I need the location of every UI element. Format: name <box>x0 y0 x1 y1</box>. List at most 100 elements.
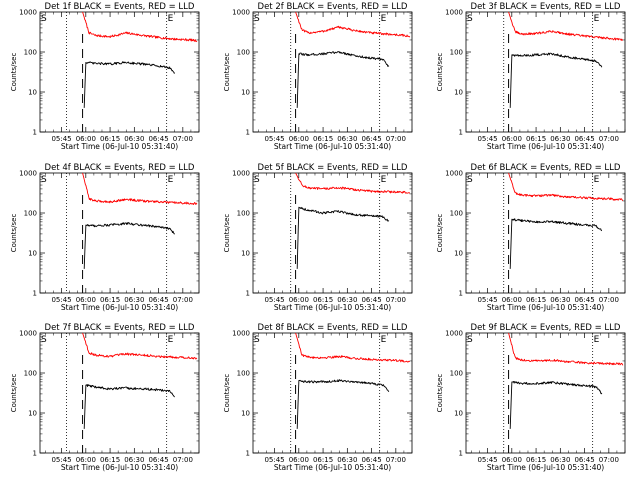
x-tick-label: 07:00 <box>386 135 406 143</box>
x-tick-label: 06:30 <box>550 135 570 143</box>
plot-frame <box>39 11 200 133</box>
panel-det-4: Det 4f BLACK = Events, RED = LLD 1 10 100 10… <box>10 163 200 312</box>
y-tick-label: 100 <box>237 370 250 378</box>
x-tick-label: 06:00 <box>76 296 96 304</box>
y-tick-label: 1 <box>246 450 250 458</box>
plot-frame <box>252 11 413 133</box>
x-axis-label: Start Time (06-Jul-10 05:31:40) <box>61 142 178 151</box>
panel-det-9: Det 9f BLACK = Events, RED = LLD 1 10 100 10… <box>436 323 626 472</box>
y-tick-label: 10 <box>28 410 37 418</box>
y-tick-label: 10 <box>454 89 463 97</box>
panel-title: Det 6f BLACK = Events, RED = LLD <box>471 163 621 173</box>
panel-det-2: Det 2f BLACK = Events, RED = LLD 1 10 100 10… <box>223 2 413 151</box>
x-tick-label: 06:30 <box>337 456 357 464</box>
start-marker: S <box>41 175 47 185</box>
x-tick-label: 06:45 <box>574 456 594 464</box>
events-series-line <box>296 379 390 429</box>
events-series-line <box>296 51 390 108</box>
x-tick-label: 06:30 <box>124 456 144 464</box>
panel-det-6: Det 6f BLACK = Events, RED = LLD 1 10 100 10… <box>436 163 626 312</box>
x-tick-label: 06:45 <box>361 135 381 143</box>
y-tick-label: 1000 <box>445 170 463 178</box>
x-tick-label: 06:45 <box>574 296 594 304</box>
x-tick-label: 05:45 <box>51 135 71 143</box>
end-marker: E <box>594 14 600 24</box>
events-series-line <box>83 222 175 269</box>
y-axis-label: Counts/sec <box>10 53 18 92</box>
x-tick-label: 06:45 <box>148 456 168 464</box>
y-tick-label: 1 <box>33 290 37 298</box>
x-tick-label: 06:00 <box>76 135 96 143</box>
x-tick-label: 05:45 <box>477 456 497 464</box>
y-tick-label: 1000 <box>232 9 250 17</box>
y-tick-label: 100 <box>24 370 37 378</box>
x-tick-label: 05:45 <box>477 296 497 304</box>
panel-title: Det 8f BLACK = Events, RED = LLD <box>258 323 408 333</box>
y-tick-label: 1000 <box>19 170 37 178</box>
panel-title: Det 3f BLACK = Events, RED = LLD <box>471 2 621 12</box>
x-tick-label: 05:45 <box>264 135 284 143</box>
y-axis-label: Counts/sec <box>10 214 18 253</box>
lld-series-line <box>508 172 624 202</box>
y-tick-label: 10 <box>241 410 250 418</box>
y-tick-label: 10 <box>28 250 37 258</box>
y-tick-label: 100 <box>450 49 463 57</box>
plot-frame <box>39 332 200 454</box>
events-series-line <box>509 380 603 429</box>
x-tick-label: 05:45 <box>51 456 71 464</box>
y-tick-label: 1 <box>246 129 250 137</box>
y-tick-label: 1 <box>459 290 463 298</box>
x-tick-label: 06:15 <box>100 135 120 143</box>
y-tick-label: 1000 <box>232 330 250 338</box>
x-axis-label: Start Time (06-Jul-10 05:31:40) <box>61 463 178 472</box>
y-axis-label: Counts/sec <box>436 53 444 92</box>
end-marker: E <box>381 335 387 345</box>
events-series-line <box>83 384 175 429</box>
end-marker: E <box>594 175 600 185</box>
panel-det-5: Det 5f BLACK = Events, RED = LLD 1 10 100 10… <box>223 163 413 312</box>
x-tick-label: 06:30 <box>124 135 144 143</box>
panel-title: Det 7f BLACK = Events, RED = LLD <box>45 323 195 333</box>
y-tick-label: 100 <box>450 210 463 218</box>
y-tick-label: 1000 <box>232 170 250 178</box>
start-marker: S <box>41 335 47 345</box>
x-tick-label: 06:00 <box>502 456 522 464</box>
y-tick-label: 100 <box>237 49 250 57</box>
x-tick-label: 06:45 <box>574 135 594 143</box>
x-axis-label: Start Time (06-Jul-10 05:31:40) <box>274 142 391 151</box>
y-tick-label: 1000 <box>445 9 463 17</box>
panel-det-1: Det 1f BLACK = Events, RED = LLD 1 10 100 10… <box>10 2 200 151</box>
x-axis-label: Start Time (06-Jul-10 05:31:40) <box>61 303 178 312</box>
start-marker: S <box>467 335 473 345</box>
lld-series-line <box>295 11 411 38</box>
x-tick-label: 06:15 <box>313 296 333 304</box>
start-marker: S <box>254 175 260 185</box>
panel-det-3: Det 3f BLACK = Events, RED = LLD 1 10 100 10… <box>436 2 626 151</box>
x-tick-label: 06:00 <box>76 456 96 464</box>
y-tick-label: 1000 <box>19 9 37 17</box>
x-tick-label: 06:30 <box>337 135 357 143</box>
lld-series-line <box>295 172 411 194</box>
x-tick-label: 06:30 <box>550 296 570 304</box>
start-marker: S <box>254 14 260 24</box>
x-tick-label: 07:00 <box>386 296 406 304</box>
x-tick-label: 06:00 <box>502 296 522 304</box>
x-tick-label: 07:00 <box>173 456 193 464</box>
y-axis-label: Counts/sec <box>223 374 231 413</box>
x-tick-label: 05:45 <box>264 296 284 304</box>
start-marker: S <box>254 335 260 345</box>
plot-frame <box>465 332 626 454</box>
end-marker: E <box>168 14 174 24</box>
lld-series-line <box>82 172 198 205</box>
events-series-line <box>296 206 390 269</box>
panel-title: Det 9f BLACK = Events, RED = LLD <box>471 323 621 333</box>
x-tick-label: 05:45 <box>477 135 497 143</box>
x-tick-label: 06:00 <box>289 135 309 143</box>
x-tick-label: 07:00 <box>599 296 619 304</box>
x-tick-label: 06:15 <box>526 456 546 464</box>
panel-title: Det 4f BLACK = Events, RED = LLD <box>45 163 195 173</box>
x-tick-label: 07:00 <box>173 135 193 143</box>
y-tick-label: 1 <box>459 450 463 458</box>
x-tick-label: 06:15 <box>100 296 120 304</box>
